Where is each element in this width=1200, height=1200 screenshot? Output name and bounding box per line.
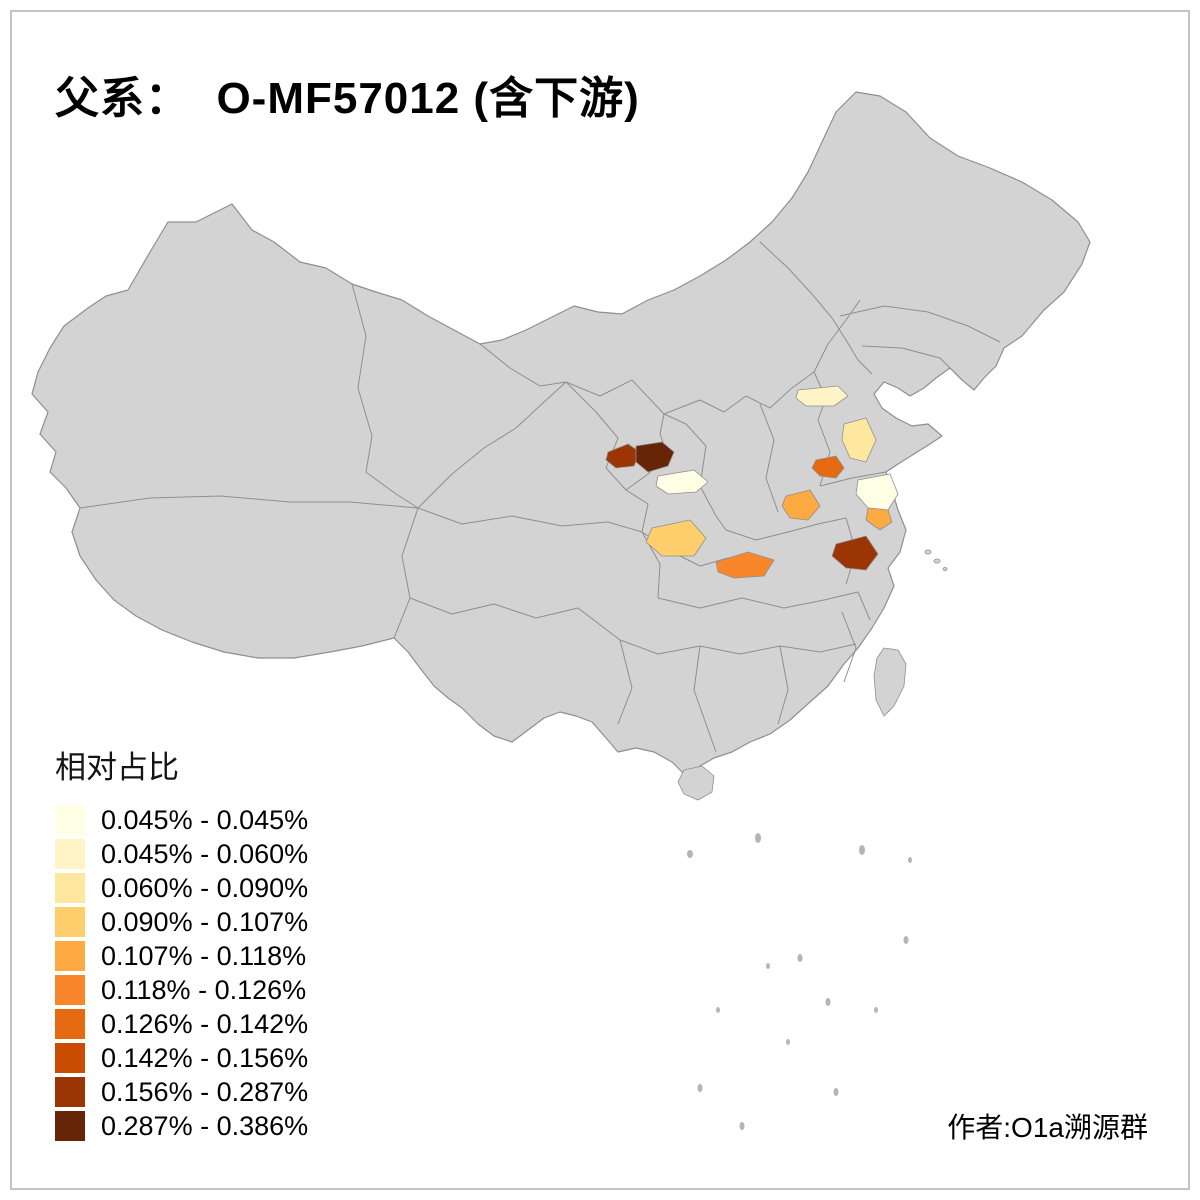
legend-label: 0.060% - 0.090% [101,872,309,903]
coastal-islet [933,558,941,564]
highlight-region-3 [655,469,709,495]
legend-swatch [55,975,85,1005]
coastal-islet [942,567,948,571]
legend-item: 0.090% - 0.107% [55,905,308,939]
legend-label: 0.118% - 0.126% [101,974,307,1005]
highlight-region-12 [831,535,879,571]
legend-item: 0.287% - 0.386% [55,1109,308,1143]
legend-item: 0.118% - 0.126% [55,973,308,1007]
legend-item: 0.060% - 0.090% [55,871,308,905]
highlight-region-7 [781,489,821,521]
sea-dash [874,1007,878,1013]
legend-item: 0.107% - 0.118% [55,939,308,973]
highlight-region-9 [865,507,893,531]
legend-swatch [55,1111,85,1141]
sea-dash [786,1039,790,1045]
legend-swatch [55,839,85,869]
sea-dash [903,936,909,944]
legend-item: 0.045% - 0.060% [55,837,308,871]
sea-dash [687,850,693,858]
coastal-islet [924,549,932,555]
legend-label: 0.045% - 0.060% [101,838,309,869]
sea-dash [755,833,761,843]
legend-label: 0.045% - 0.045% [101,804,309,835]
sea-dash [739,1122,745,1130]
sea-dash [697,1084,703,1092]
author-credit: 作者:O1a溯源群 [947,1112,1148,1143]
sea-dash [908,857,912,863]
legend-swatch [55,805,85,835]
highlight-region-6 [811,455,845,479]
legend-title: 相对占比 [55,750,179,785]
highlight-region-5 [841,417,877,463]
legend-swatch [55,1009,85,1039]
legend-item: 0.045% - 0.045% [55,803,308,837]
legend-label: 0.156% - 0.287% [101,1076,309,1107]
sea-dash [716,1007,720,1013]
sea-dash [766,963,770,969]
legend-swatch [55,941,85,971]
legend-label: 0.090% - 0.107% [101,906,309,937]
legend-item: 0.142% - 0.156% [55,1041,308,1075]
province-borders [79,241,1001,753]
highlight-region-2 [635,441,675,473]
taiwan-island [873,647,907,717]
legend-swatch [55,1043,85,1073]
sea-dash [859,845,865,855]
sea-dash [833,1088,839,1096]
sea-dash [797,954,803,962]
legend-swatch [55,873,85,903]
legend-label: 0.287% - 0.386% [101,1110,309,1141]
legend-item: 0.156% - 0.287% [55,1075,308,1109]
hainan-island [677,765,715,801]
legend-swatch [55,1077,85,1107]
legend-label: 0.142% - 0.156% [101,1042,309,1073]
sea-dash [825,998,831,1006]
legend-label: 0.126% - 0.142% [101,1008,309,1039]
highlight-region-1 [605,443,641,469]
legend-label: 0.107% - 0.118% [101,940,307,971]
highlight-region-11 [715,551,775,579]
legend-swatch [55,907,85,937]
legend-item: 0.126% - 0.142% [55,1007,308,1041]
map-title: 父系： O-MF57012 (含下游) [55,74,640,123]
legend: 相对占比 0.045% - 0.045% 0.045% - 0.060% 0.0… [55,742,308,1143]
china-mainland [31,91,1091,777]
highlight-region-4 [795,385,849,407]
highlight-region-10 [645,519,707,557]
